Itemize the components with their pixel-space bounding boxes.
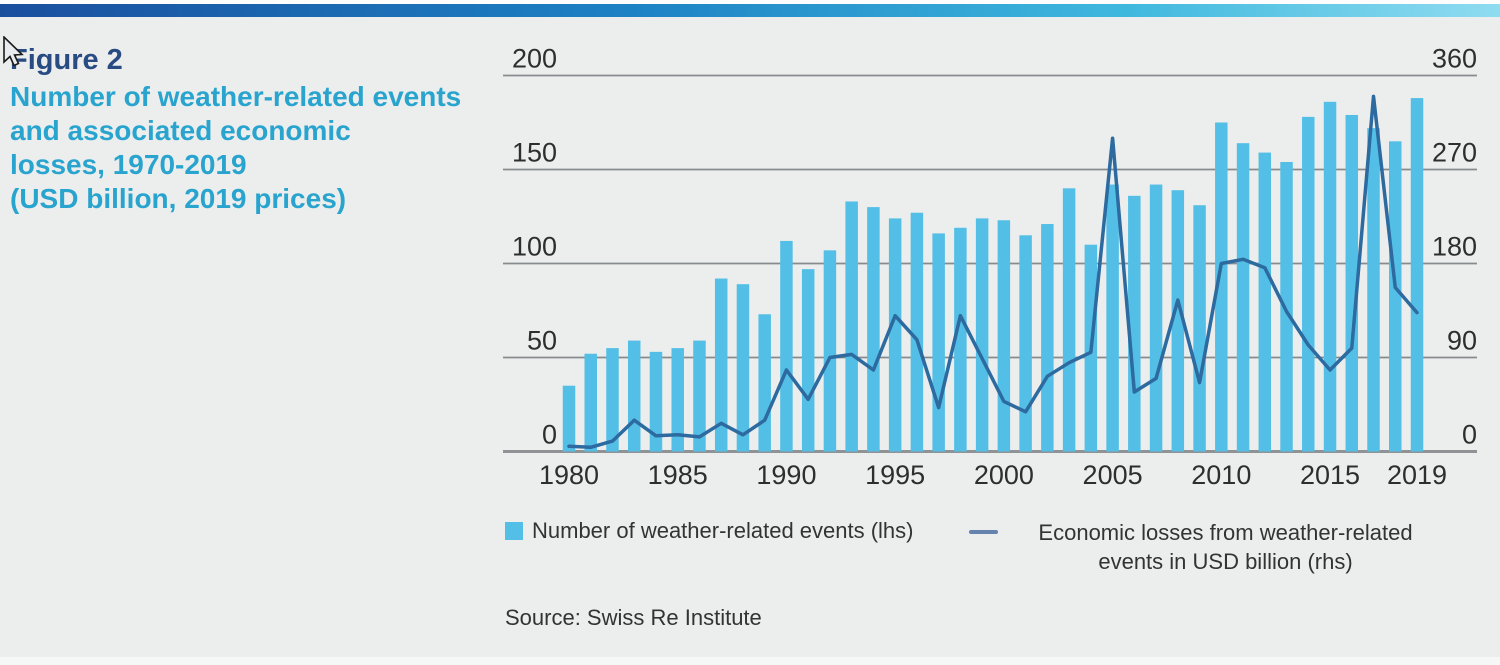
figure-title-line-2: and associated economic <box>10 115 351 146</box>
bar-2011 <box>1236 143 1250 452</box>
left-axis-tick-50: 50 <box>527 326 557 356</box>
x-axis-tick-1980: 1980 <box>539 460 599 490</box>
source-text: Source: Swiss Re Institute <box>505 605 762 630</box>
bar-2015 <box>1323 101 1337 452</box>
bar-1980 <box>562 385 576 452</box>
legend-line-label-line-2: events in USD billion (rhs) <box>1098 549 1353 574</box>
x-axis-tick-2019: 2019 <box>1387 460 1447 490</box>
legend-line-label-line-1: Economic losses from weather-related <box>1038 520 1413 545</box>
bar-1985 <box>671 348 684 452</box>
bar-2016 <box>1345 114 1359 452</box>
right-axis-tick-270: 270 <box>1432 138 1477 168</box>
left-axis-tick-200: 200 <box>512 44 557 74</box>
economic-losses-line <box>567 94 1419 450</box>
bar-2001 <box>1019 235 1032 452</box>
x-axis-tick-2010: 2010 <box>1191 460 1251 490</box>
bar-2019 <box>1410 98 1424 452</box>
bar-2006 <box>1128 195 1141 452</box>
x-axis-tick-2005: 2005 <box>1083 460 1143 490</box>
bar-1982 <box>606 348 619 452</box>
left-axis-tick-100: 100 <box>512 232 557 262</box>
figure-title-block: Figure 2 Number of weather-related event… <box>10 44 480 216</box>
bar-1996 <box>910 212 924 452</box>
bar-1987 <box>714 278 728 452</box>
figure-label: Figure 2 <box>10 44 123 76</box>
bar-1992 <box>823 250 837 452</box>
figure-title-line-3: losses, 1970-2019 <box>10 149 247 180</box>
bar-1994 <box>867 207 880 452</box>
figure-title-line-4: (USD billion, 2019 prices) <box>10 183 347 214</box>
mouse-cursor-icon <box>3 36 24 67</box>
top-gradient-band <box>0 4 1500 17</box>
bar-1988 <box>736 284 750 452</box>
bar-1995 <box>888 218 902 452</box>
bar-1993 <box>845 201 858 452</box>
bar-2000 <box>997 220 1011 452</box>
bar-1990 <box>780 240 793 452</box>
x-axis-tick-2000: 2000 <box>974 460 1034 490</box>
bar-1989 <box>758 314 771 452</box>
bar-1983 <box>627 340 641 452</box>
right-axis-tick-180: 180 <box>1432 232 1477 262</box>
legend-line-label: Economic losses from weather-related eve… <box>1007 518 1444 576</box>
bar-1981 <box>584 353 597 452</box>
bar-1999 <box>975 218 989 452</box>
left-axis-tick-150: 150 <box>512 138 557 168</box>
bottom-strip <box>0 657 1500 665</box>
top-white-strip <box>0 0 1500 4</box>
right-axis-tick-360: 360 <box>1432 44 1477 74</box>
x-axis-tick-1995: 1995 <box>865 460 925 490</box>
x-axis-tick-2015: 2015 <box>1300 460 1360 490</box>
bar-2009 <box>1193 205 1206 452</box>
legend-bar-label: Number of weather-related events (lhs) <box>532 518 914 543</box>
left-axis-tick-0: 0 <box>542 420 557 450</box>
bar-2018 <box>1389 141 1402 452</box>
bar-1998 <box>954 227 967 452</box>
legend-line-marker <box>969 530 998 534</box>
bar-2017 <box>1367 128 1380 452</box>
x-axis-tick-1985: 1985 <box>648 460 708 490</box>
bar-1997 <box>932 233 945 452</box>
bar-1991 <box>801 269 815 452</box>
right-axis-tick-0: 0 <box>1462 420 1477 450</box>
bar-2014 <box>1302 116 1315 452</box>
figure-title-line-1: Number of weather-related events <box>10 81 462 112</box>
bar-1984 <box>649 351 663 452</box>
right-axis-tick-90: 90 <box>1447 326 1477 356</box>
bar-2012 <box>1258 152 1272 452</box>
bar-2005 <box>1106 184 1119 452</box>
bar-2007 <box>1149 184 1163 452</box>
figure-title: Number of weather-related events and ass… <box>10 80 480 216</box>
legend-bar-swatch <box>505 522 523 540</box>
bar-2010 <box>1215 122 1228 452</box>
bar-2003 <box>1062 188 1076 452</box>
bar-2002 <box>1041 224 1054 452</box>
x-axis-tick-1990: 1990 <box>756 460 816 490</box>
bar-1986 <box>693 340 706 452</box>
bar-2013 <box>1280 161 1293 452</box>
bar-2008 <box>1171 190 1185 452</box>
